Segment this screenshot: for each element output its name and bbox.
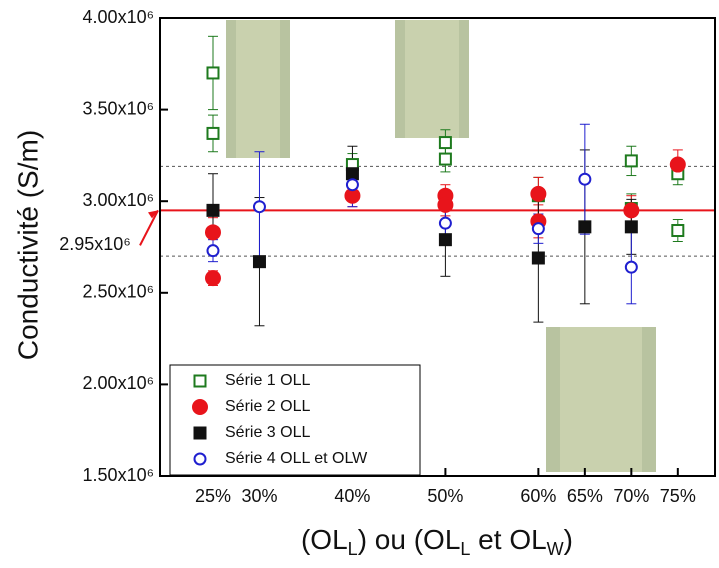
x-tick-label: 50% [427, 486, 463, 506]
legend-label: Série 1 OLL [225, 372, 310, 389]
inset-image-strip [236, 20, 280, 158]
marker [438, 216, 452, 230]
x-axis-title-part: ) [564, 524, 573, 555]
y-axis-title: Conductivité (S/m) [12, 130, 43, 360]
x-tick-label: 30% [241, 486, 277, 506]
y-tick-label: 4.00x10⁶ [83, 7, 154, 27]
marker [530, 185, 547, 202]
legend-label: Série 2 OLL [225, 398, 310, 415]
marker [193, 374, 207, 388]
x-tick-label: 60% [520, 486, 556, 506]
marker [252, 255, 266, 269]
x-tick-label: 65% [567, 486, 603, 506]
marker [578, 220, 592, 234]
marker [206, 203, 220, 217]
marker [204, 270, 221, 287]
marker [438, 233, 452, 247]
inset-image-strip [560, 327, 642, 472]
marker [624, 154, 638, 168]
x-axis-title-part: ) ou (OL [358, 524, 461, 555]
marker [624, 260, 638, 274]
marker [578, 172, 592, 186]
marker [531, 251, 545, 265]
marker [438, 136, 452, 150]
x-axis-title-part: (OL [301, 524, 348, 555]
marker [531, 222, 545, 236]
plot-frame [159, 17, 716, 477]
x-axis-title-subscript: W [547, 539, 564, 559]
y-tick-label: 3.00x10⁶ [83, 190, 154, 210]
x-tick-label: 70% [613, 486, 649, 506]
marker [206, 126, 220, 140]
marker [193, 452, 207, 466]
legend-label: Série 4 OLL et OLW [225, 450, 368, 467]
x-tick-label: 25% [195, 486, 231, 506]
marker [206, 244, 220, 258]
inset-image-strip [405, 20, 459, 138]
marker [206, 66, 220, 80]
y-tick-label: 1.50x10⁶ [83, 465, 154, 485]
x-axis-title-subscript: L [460, 539, 470, 559]
marker [204, 224, 221, 241]
marker [623, 202, 640, 219]
reference-label: 2.95x10⁶ [59, 234, 130, 254]
marker [669, 156, 686, 173]
marker [193, 426, 207, 440]
y-tick-label: 3.50x10⁶ [83, 98, 154, 118]
x-tick-label: 40% [334, 486, 370, 506]
marker [345, 167, 359, 181]
reference-arrow [139, 209, 159, 246]
marker [437, 196, 454, 213]
legend-label: Série 3 OLL [225, 424, 310, 441]
legend-box [169, 364, 421, 476]
marker [624, 220, 638, 234]
marker [438, 152, 452, 166]
x-axis-title-subscript: L [348, 539, 358, 559]
marker [671, 224, 685, 238]
y-tick-label: 2.50x10⁶ [83, 282, 154, 302]
marker [252, 200, 266, 214]
marker [345, 178, 359, 192]
reference-arrow-head [148, 210, 158, 219]
x-axis-title: (OLL) ou (OLL et OLW) [301, 524, 573, 558]
y-tick-label: 2.00x10⁶ [83, 373, 154, 393]
marker [192, 399, 208, 415]
x-axis-title-part: et OL [470, 524, 546, 555]
x-tick-label: 75% [660, 486, 696, 506]
